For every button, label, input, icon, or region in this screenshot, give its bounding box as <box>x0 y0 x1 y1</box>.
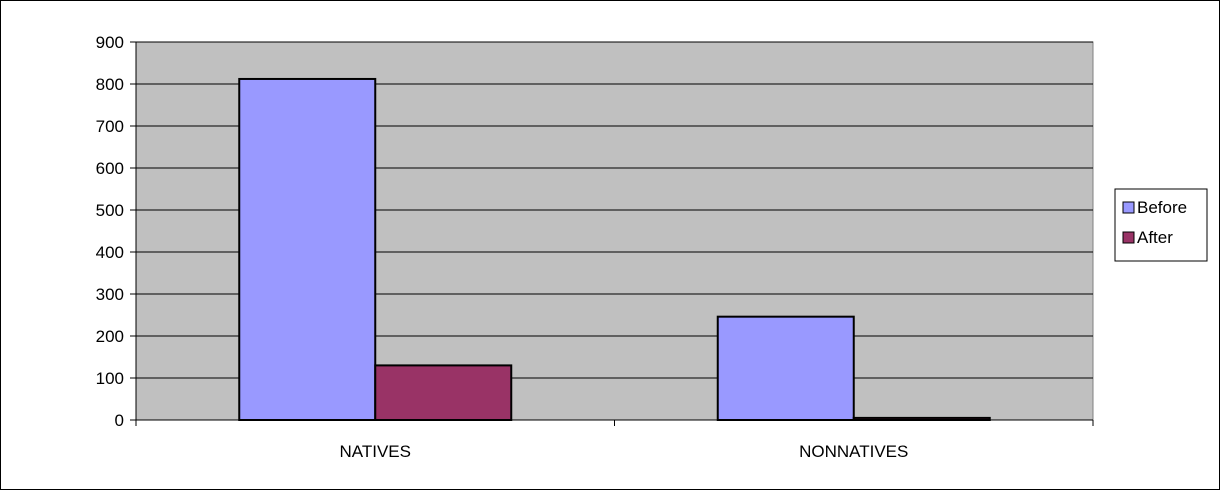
bar-after-nonnatives <box>852 416 991 421</box>
bar-before-nonnatives <box>716 315 855 421</box>
legend-box <box>1114 188 1208 262</box>
y-tick-label: 600 <box>96 159 124 178</box>
legend-swatch-after <box>1122 231 1135 244</box>
y-tick-label: 0 <box>115 411 124 430</box>
y-tick-label: 900 <box>96 33 124 52</box>
x-category-label: NONNATIVES <box>799 442 908 461</box>
legend-label-after: After <box>1137 228 1173 247</box>
x-category-label: NATIVES <box>340 442 411 461</box>
bar-before-natives <box>238 77 377 422</box>
y-tick-label: 500 <box>96 201 124 220</box>
legend-label-before: Before <box>1137 198 1187 217</box>
y-tick-label: 800 <box>96 75 124 94</box>
y-tick-label: 200 <box>96 327 124 346</box>
y-tick-label: 700 <box>96 117 124 136</box>
legend-swatch-before <box>1122 201 1135 214</box>
y-tick-label: 300 <box>96 285 124 304</box>
y-tick-label: 100 <box>96 369 124 388</box>
y-tick-label: 400 <box>96 243 124 262</box>
bar-after-natives <box>374 364 513 421</box>
